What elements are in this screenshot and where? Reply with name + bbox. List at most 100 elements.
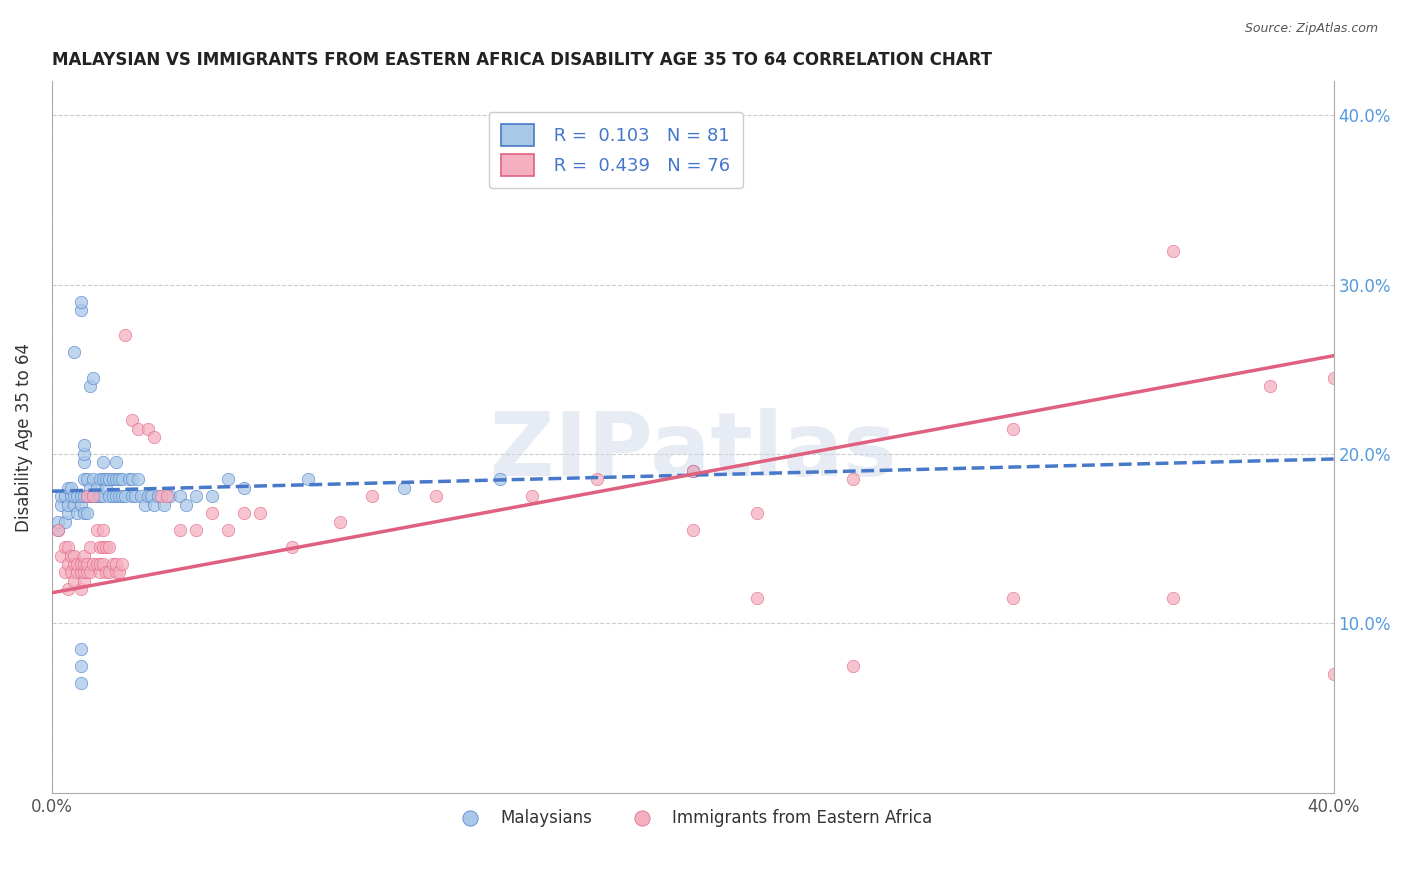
- Point: [108, 489, 131, 503]
- Point: [91, 455, 114, 469]
- Point: [143, 430, 166, 444]
- Point: [96, 481, 118, 495]
- Point: [156, 489, 179, 503]
- Point: [66, 557, 89, 571]
- Point: [842, 658, 865, 673]
- Point: [76, 489, 98, 503]
- Point: [53, 515, 76, 529]
- Point: [66, 566, 89, 580]
- Point: [69, 566, 91, 580]
- Point: [111, 489, 134, 503]
- Point: [91, 489, 114, 503]
- Point: [63, 489, 86, 503]
- Point: [73, 455, 96, 469]
- Point: [104, 489, 127, 503]
- Point: [682, 523, 704, 537]
- Point: [76, 489, 98, 503]
- Point: [89, 472, 111, 486]
- Point: [184, 489, 207, 503]
- Point: [121, 413, 143, 427]
- Point: [101, 489, 124, 503]
- Point: [745, 506, 768, 520]
- Point: [96, 540, 118, 554]
- Point: [89, 566, 111, 580]
- Point: [79, 566, 101, 580]
- Point: [1323, 370, 1346, 384]
- Point: [73, 438, 96, 452]
- Point: [79, 489, 101, 503]
- Point: [489, 472, 512, 486]
- Point: [104, 557, 127, 571]
- Point: [101, 472, 124, 486]
- Point: [149, 489, 172, 503]
- Point: [1002, 591, 1025, 605]
- Point: [1258, 379, 1281, 393]
- Point: [82, 472, 104, 486]
- Point: [111, 472, 134, 486]
- Point: [86, 481, 108, 495]
- Point: [91, 557, 114, 571]
- Point: [86, 557, 108, 571]
- Point: [69, 294, 91, 309]
- Point: [91, 523, 114, 537]
- Point: [169, 489, 191, 503]
- Point: [86, 523, 108, 537]
- Point: [66, 506, 89, 520]
- Point: [108, 472, 131, 486]
- Point: [682, 464, 704, 478]
- Point: [73, 566, 96, 580]
- Point: [98, 540, 121, 554]
- Point: [89, 489, 111, 503]
- Point: [56, 557, 79, 571]
- Point: [82, 489, 104, 503]
- Point: [86, 489, 108, 503]
- Point: [98, 489, 121, 503]
- Point: [59, 549, 82, 563]
- Point: [329, 515, 352, 529]
- Point: [136, 489, 159, 503]
- Point: [96, 566, 118, 580]
- Point: [146, 489, 169, 503]
- Point: [73, 506, 96, 520]
- Point: [118, 472, 141, 486]
- Point: [51, 498, 73, 512]
- Point: [73, 557, 96, 571]
- Text: MALAYSIAN VS IMMIGRANTS FROM EASTERN AFRICA DISABILITY AGE 35 TO 64 CORRELATION : MALAYSIAN VS IMMIGRANTS FROM EASTERN AFR…: [52, 51, 991, 69]
- Point: [522, 489, 544, 503]
- Point: [82, 557, 104, 571]
- Y-axis label: Disability Age 35 to 64: Disability Age 35 to 64: [15, 343, 32, 532]
- Point: [111, 557, 134, 571]
- Point: [96, 472, 118, 486]
- Point: [108, 566, 131, 580]
- Point: [63, 345, 86, 359]
- Point: [69, 498, 91, 512]
- Point: [73, 447, 96, 461]
- Point: [136, 421, 159, 435]
- Point: [63, 549, 86, 563]
- Point: [361, 489, 384, 503]
- Point: [217, 523, 239, 537]
- Point: [585, 472, 607, 486]
- Point: [281, 540, 304, 554]
- Point: [69, 675, 91, 690]
- Point: [53, 540, 76, 554]
- Text: ZIPatlas: ZIPatlas: [489, 408, 896, 495]
- Point: [76, 566, 98, 580]
- Point: [91, 472, 114, 486]
- Point: [69, 557, 91, 571]
- Point: [69, 658, 91, 673]
- Point: [169, 523, 191, 537]
- Point: [131, 489, 153, 503]
- Point: [98, 472, 121, 486]
- Point: [76, 557, 98, 571]
- Point: [176, 498, 198, 512]
- Point: [89, 557, 111, 571]
- Point: [425, 489, 447, 503]
- Point: [73, 574, 96, 588]
- Point: [104, 472, 127, 486]
- Point: [114, 489, 136, 503]
- Point: [59, 566, 82, 580]
- Point: [201, 489, 224, 503]
- Point: [82, 370, 104, 384]
- Point: [842, 472, 865, 486]
